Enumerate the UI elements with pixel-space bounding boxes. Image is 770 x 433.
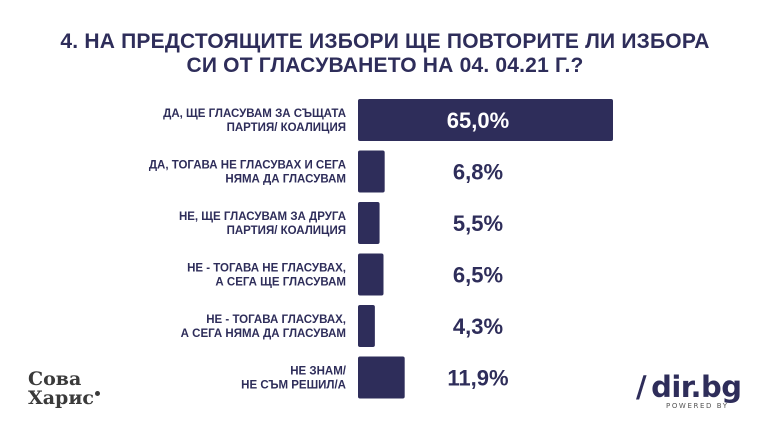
value-label-1: 65,0% (447, 108, 509, 133)
bar-1 (358, 99, 613, 141)
value-label-4: 6,5% (453, 263, 503, 288)
chart-title-line-1: 4. НА ПРЕДСТОЯЩИТЕ ИЗБОРИ ЩЕ ПОВТОРИТЕ Л… (60, 30, 710, 53)
category-label-6: НЕ ЗНАМ/НЕ СЪМ РЕШИЛ/А (241, 366, 347, 392)
sova-haris-logo: Сова Харис (28, 370, 100, 408)
logo-left-line-1: Сова (28, 368, 82, 390)
bar-6 (358, 356, 405, 399)
logo-left-line-2: Харис (28, 387, 94, 409)
category-label-5: НЕ - ТОГАВА ГЛАСУВАХ, А СЕГА НЯМА ДА ГЛАС… (181, 314, 346, 340)
value-label-2: 6,8% (453, 160, 503, 185)
bar-5 (358, 305, 375, 347)
category-label-1: ДА, ЩЕ ГЛАСУВАМ ЗА СЪЩАТА ПАРТИЯ/ КОАЛИЦИ… (163, 108, 346, 134)
category-label-3: НЕ, ЩЕ ГЛАСУВАМ ЗА ДРУГА ПАРТИЯ/ КОАЛИЦИЯ (179, 211, 346, 237)
category-label-4: НЕ - ТОГАВА НЕ ГЛАСУВАХ, А СЕГА ЩЕ ГЛАСУВ… (187, 263, 346, 289)
logo-name: dir.bg (651, 370, 742, 404)
value-label-3: 5,5% (453, 211, 503, 236)
value-label-5: 4,3% (453, 314, 503, 339)
logo-powered-by: POWERED BY (666, 402, 729, 410)
category-label-2: ДА, ТОГАВА НЕ ГЛАСУВАХ И СЕГА НЯМА ДА ГЛА… (149, 160, 346, 186)
bar-3 (358, 202, 380, 244)
bar-2 (358, 150, 385, 193)
value-label-6: 11,9% (447, 366, 508, 391)
dir-bg-logo: / dir.bg POWERED BY (636, 370, 742, 410)
logo-slash: / (636, 370, 647, 404)
chart-title-line-2: СИ ОТ ГЛАСУВАНЕТО НА 04. 04.21 Г.? (186, 54, 584, 77)
bar-4 (358, 253, 384, 296)
chart-title: 4. НА ПРЕДСТОЯЩИТЕ ИЗБОРИ ЩЕ ПОВТОРИТЕ Л… (0, 30, 770, 78)
